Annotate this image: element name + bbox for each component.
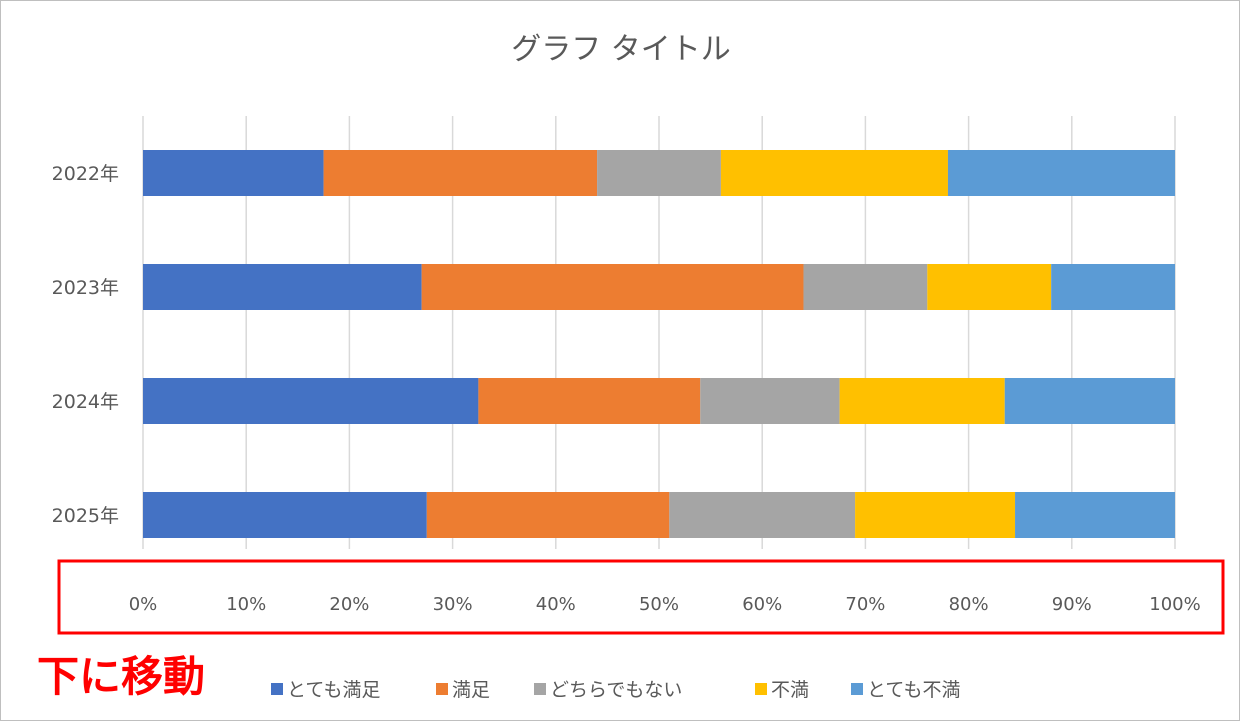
bar-segment[interactable] xyxy=(839,378,1005,424)
bar-segment[interactable] xyxy=(143,150,324,196)
axis-highlight-box xyxy=(57,559,1225,635)
tick-label: 10% xyxy=(226,594,266,615)
bar-segment[interactable] xyxy=(803,264,928,310)
value-axis[interactable]: 0% 10% 20% 30% 40% 50% 60% 70% 80% 90% 100% xyxy=(129,594,1201,615)
bar-segment[interactable] xyxy=(1015,492,1175,538)
category-label: 2022年 xyxy=(52,163,119,185)
category-label: 2024年 xyxy=(52,391,119,413)
bar-segment[interactable] xyxy=(597,150,721,196)
tick-label: 40% xyxy=(536,594,576,615)
bar-segment[interactable] xyxy=(421,264,804,310)
legend-label: とても不満 xyxy=(867,679,960,701)
plot-area[interactable] xyxy=(143,150,1175,538)
bar-segment[interactable] xyxy=(855,492,1016,538)
bar-segment[interactable] xyxy=(143,492,427,538)
bar-segment[interactable] xyxy=(1004,378,1175,424)
bar-segment[interactable] xyxy=(478,378,701,424)
legend-swatch xyxy=(271,683,283,695)
tick-label: 30% xyxy=(433,594,473,615)
bar-segment[interactable] xyxy=(669,492,856,538)
bar-segment[interactable] xyxy=(720,150,948,196)
legend-label: 不満 xyxy=(771,679,809,701)
legend-label: どちらでもない xyxy=(550,679,682,701)
legend-label: とても満足 xyxy=(287,679,380,701)
bar-segment[interactable] xyxy=(927,264,1052,310)
legend[interactable]: とても満足 満足 どちらでもない 不満 とても不満 xyxy=(271,679,960,701)
tick-label: 60% xyxy=(742,594,782,615)
legend-swatch xyxy=(534,683,546,695)
legend-swatch xyxy=(851,683,863,695)
tick-label: 70% xyxy=(845,594,885,615)
bar-segment[interactable] xyxy=(143,264,422,310)
bar-segment[interactable] xyxy=(1051,264,1175,310)
bar-segment[interactable] xyxy=(700,378,840,424)
chart-title[interactable]: グラフ タイトル xyxy=(511,32,731,67)
bar-segment[interactable] xyxy=(947,150,1175,196)
legend-label: 満足 xyxy=(452,679,490,701)
category-axis[interactable]: 2022年 2023年 2024年 2025年 xyxy=(52,163,119,527)
tick-label: 100% xyxy=(1149,594,1200,615)
bar-segment[interactable] xyxy=(143,378,479,424)
category-label: 2023年 xyxy=(52,277,119,299)
category-label: 2025年 xyxy=(52,505,119,527)
legend-swatch xyxy=(755,683,767,695)
tick-label: 50% xyxy=(639,594,679,615)
tick-label: 80% xyxy=(949,594,989,615)
tick-label: 20% xyxy=(329,594,369,615)
bar-segment[interactable] xyxy=(426,492,670,538)
tick-label: 0% xyxy=(129,594,158,615)
bar-segment[interactable] xyxy=(323,150,598,196)
move-down-callout: 下に移動 xyxy=(37,652,205,701)
legend-swatch xyxy=(436,683,448,695)
tick-label: 90% xyxy=(1052,594,1092,615)
